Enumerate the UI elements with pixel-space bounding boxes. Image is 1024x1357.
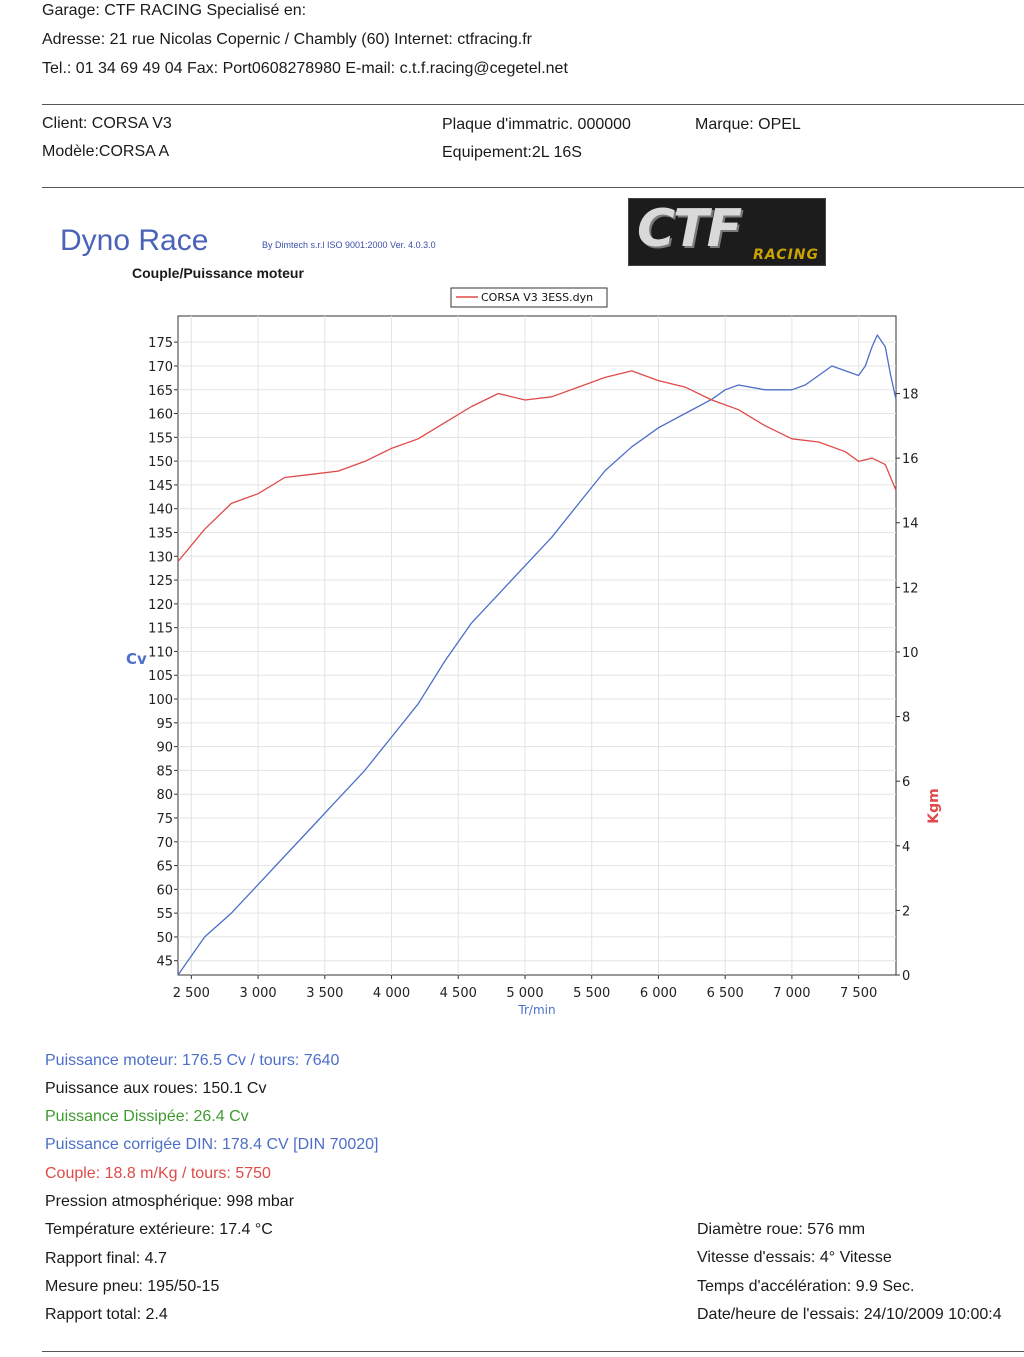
y-left-tick-label: 110: [148, 645, 173, 660]
x-tick-label: 3 000: [239, 986, 276, 1001]
plate-field: Plaque d'immatric. 000000: [442, 116, 631, 133]
torque-curve: [177, 370, 897, 562]
plot-area: [177, 315, 897, 976]
x-tick-label: 4 500: [440, 986, 477, 1001]
wheel-diameter: Diamètre roue: 576 mm: [697, 1221, 866, 1238]
legend-box: [450, 287, 608, 308]
x-tick-label: 7 000: [773, 986, 810, 1001]
address-line: Adresse: 21 rue Nicolas Copernic / Chamb…: [42, 31, 532, 48]
y-left-tick-label: 50: [156, 931, 173, 946]
y-right-tick-label: 12: [902, 581, 919, 596]
outside-temperature: Température extérieure: 17.4 °C: [45, 1221, 273, 1238]
y-left-tick-label: 150: [148, 455, 173, 470]
x-tick-label: 6 500: [707, 986, 744, 1001]
y-left-tick-label: 165: [148, 384, 173, 399]
y-left-tick-label: 140: [148, 503, 173, 518]
y-right-tick-label: 2: [902, 904, 910, 919]
x-axis-label: Tr/min: [517, 1003, 555, 1017]
brand-field: Marque: OPEL: [695, 116, 801, 133]
logo-text: CTF: [637, 199, 742, 259]
power-curve: [177, 334, 897, 976]
y-left-tick-label: 105: [148, 669, 173, 684]
y-right-tick-label: 18: [902, 388, 919, 403]
x-tick-label: 4 000: [373, 986, 410, 1001]
y-left-tick-label: 65: [156, 860, 173, 875]
garage-line: Garage: CTF RACING Specialisé en:: [42, 2, 307, 19]
engine-power: Puissance moteur: 176.5 Cv / tours: 7640: [45, 1052, 340, 1069]
x-tick-label: 5 500: [573, 986, 610, 1001]
torque-result: Couple: 18.8 m/Kg / tours: 5750: [45, 1165, 271, 1182]
y-left-axis-label: Cv: [126, 650, 147, 668]
x-tick-label: 7 500: [840, 986, 877, 1001]
grid: [178, 316, 896, 975]
top-divider: [42, 104, 1024, 105]
model-field: Modèle:CORSA A: [42, 143, 170, 160]
legend-label: CORSA V3 3ESS.dyn: [481, 291, 593, 304]
y-left-tick-label: 115: [148, 622, 173, 637]
y-right-tick-label: 10: [902, 646, 919, 661]
y-left-tick-label: 145: [148, 479, 173, 494]
software-version: By Dimtech s.r.l ISO 9001:2000 Ver. 4.0.…: [262, 240, 436, 250]
y-left-tick-label: 160: [148, 408, 173, 423]
y-left-tick-label: 45: [156, 955, 173, 970]
client-field: Client: CORSA V3: [42, 115, 172, 132]
chart-title: Couple/Puissance moteur: [132, 265, 304, 281]
ctf-racing-logo: CTF RACING: [628, 198, 826, 266]
din-power: Puissance corrigée DIN: 178.4 CV [DIN 70…: [45, 1136, 379, 1153]
y-left-tick-label: 170: [148, 360, 173, 375]
y-left-tick-label: 80: [156, 788, 173, 803]
equipment-field: Equipement:2L 16S: [442, 144, 582, 161]
y-right-tick-label: 14: [902, 517, 919, 532]
y-right-tick-label: 6: [902, 775, 910, 790]
y-left-tick-label: 120: [148, 598, 173, 613]
tyre-size: Mesure pneu: 195/50-15: [45, 1278, 220, 1295]
marks: 2 500 3 000 3 500 4 000 4 500 5 000 5 500 6 000…: [148, 334, 919, 1001]
contact-line: Tel.: 01 34 69 49 04 Fax: Port0608278980…: [42, 60, 568, 77]
acceleration-time: Temps d'accélération: 9.9 Sec.: [697, 1278, 915, 1295]
y-right-axis-label: Kgm: [926, 788, 942, 823]
y-left-tick-label: 55: [156, 907, 173, 922]
final-ratio: Rapport final: 4.7: [45, 1250, 167, 1267]
test-datetime: Date/heure de l'essais: 24/10/2009 10:00…: [697, 1306, 1002, 1323]
y-left-tick-label: 75: [156, 812, 173, 827]
y-right-tick-label: 0: [902, 969, 910, 984]
y-left-tick-label: 175: [148, 336, 173, 351]
x-tick-label: 2 500: [173, 986, 210, 1001]
y-left-tick-label: 125: [148, 574, 173, 589]
dissipated-power: Puissance Dissipée: 26.4 Cv: [45, 1108, 249, 1125]
atmospheric-pressure: Pression atmosphérique: 998 mbar: [45, 1193, 295, 1210]
x-tick-label: 6 000: [640, 986, 677, 1001]
y-left-tick-label: 90: [156, 741, 173, 756]
vehicle-divider: [42, 187, 1024, 188]
bottom-divider: [42, 1351, 1024, 1352]
logo-subtext: RACING: [753, 247, 819, 263]
y-right-tick-label: 16: [902, 452, 919, 467]
test-speed: Vitesse d'essais: 4° Vitesse: [697, 1249, 892, 1266]
y-left-tick-label: 60: [156, 883, 173, 898]
y-right-tick-label: 4: [902, 840, 910, 855]
y-left-tick-label: 100: [148, 693, 173, 708]
total-ratio: Rapport total: 2.4: [45, 1306, 168, 1323]
y-left-tick-label: 130: [148, 550, 173, 565]
wheel-power: Puissance aux roues: 150.1 Cv: [45, 1080, 267, 1097]
y-left-tick-label: 95: [156, 717, 173, 732]
y-left-tick-label: 155: [148, 431, 173, 446]
y-left-tick-label: 85: [156, 764, 173, 779]
y-left-tick-label: 70: [156, 836, 173, 851]
y-left-tick-label: 135: [148, 526, 173, 541]
x-tick-label: 3 500: [306, 986, 343, 1001]
y-right-tick-label: 8: [902, 711, 910, 726]
x-tick-label: 5 000: [506, 986, 543, 1001]
product-title: Dyno Race: [60, 224, 209, 257]
